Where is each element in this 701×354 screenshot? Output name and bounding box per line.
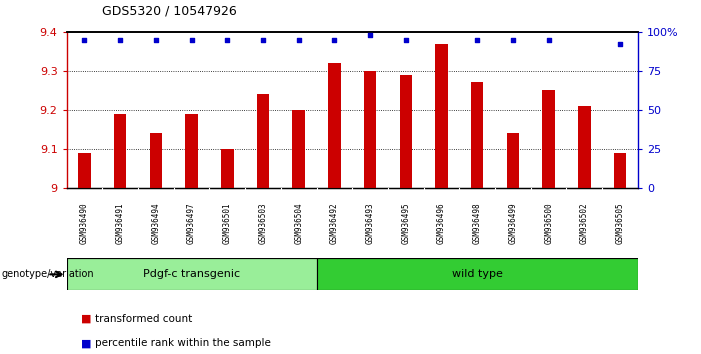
Text: GSM936492: GSM936492: [330, 202, 339, 244]
Point: [400, 37, 411, 42]
Text: wild type: wild type: [451, 269, 503, 279]
Point: [186, 37, 197, 42]
Bar: [435, 44, 448, 188]
Text: GSM936503: GSM936503: [259, 202, 268, 244]
Text: GSM936490: GSM936490: [80, 202, 89, 244]
Text: transformed count: transformed count: [95, 314, 192, 324]
Bar: [149, 133, 162, 188]
Point: [79, 37, 90, 42]
Text: GSM936500: GSM936500: [544, 202, 553, 244]
Text: GSM936493: GSM936493: [366, 202, 374, 244]
Point: [472, 37, 483, 42]
Point: [257, 37, 268, 42]
Text: GSM936499: GSM936499: [508, 202, 517, 244]
Point: [615, 41, 626, 47]
Point: [293, 37, 304, 42]
Bar: [400, 75, 412, 188]
Text: GSM936505: GSM936505: [615, 202, 625, 244]
Text: GSM936491: GSM936491: [116, 202, 125, 244]
Point: [150, 37, 161, 42]
Bar: [114, 114, 126, 188]
Text: ■: ■: [81, 314, 91, 324]
Text: ■: ■: [81, 338, 91, 348]
Point: [543, 37, 554, 42]
Bar: [614, 153, 626, 188]
Text: GSM936496: GSM936496: [437, 202, 446, 244]
Bar: [292, 110, 305, 188]
Point: [114, 37, 125, 42]
Bar: [578, 106, 591, 188]
Text: GSM936497: GSM936497: [187, 202, 196, 244]
Bar: [317, 258, 638, 290]
Bar: [185, 114, 198, 188]
Bar: [507, 133, 519, 188]
Text: genotype/variation: genotype/variation: [1, 269, 94, 279]
Point: [222, 37, 233, 42]
Bar: [364, 71, 376, 188]
Point: [329, 37, 340, 42]
Text: percentile rank within the sample: percentile rank within the sample: [95, 338, 271, 348]
Text: GDS5320 / 10547926: GDS5320 / 10547926: [102, 5, 236, 18]
Text: GSM936502: GSM936502: [580, 202, 589, 244]
Bar: [543, 90, 555, 188]
Bar: [328, 63, 341, 188]
Text: GSM936495: GSM936495: [401, 202, 410, 244]
Bar: [257, 94, 269, 188]
Text: GSM936498: GSM936498: [472, 202, 482, 244]
Bar: [67, 258, 317, 290]
Point: [508, 37, 519, 42]
Text: GSM936494: GSM936494: [151, 202, 161, 244]
Text: GSM936504: GSM936504: [294, 202, 304, 244]
Bar: [79, 153, 90, 188]
Text: GSM936501: GSM936501: [223, 202, 232, 244]
Bar: [221, 149, 233, 188]
Text: Pdgf-c transgenic: Pdgf-c transgenic: [143, 269, 240, 279]
Point: [365, 32, 376, 38]
Bar: [471, 82, 484, 188]
